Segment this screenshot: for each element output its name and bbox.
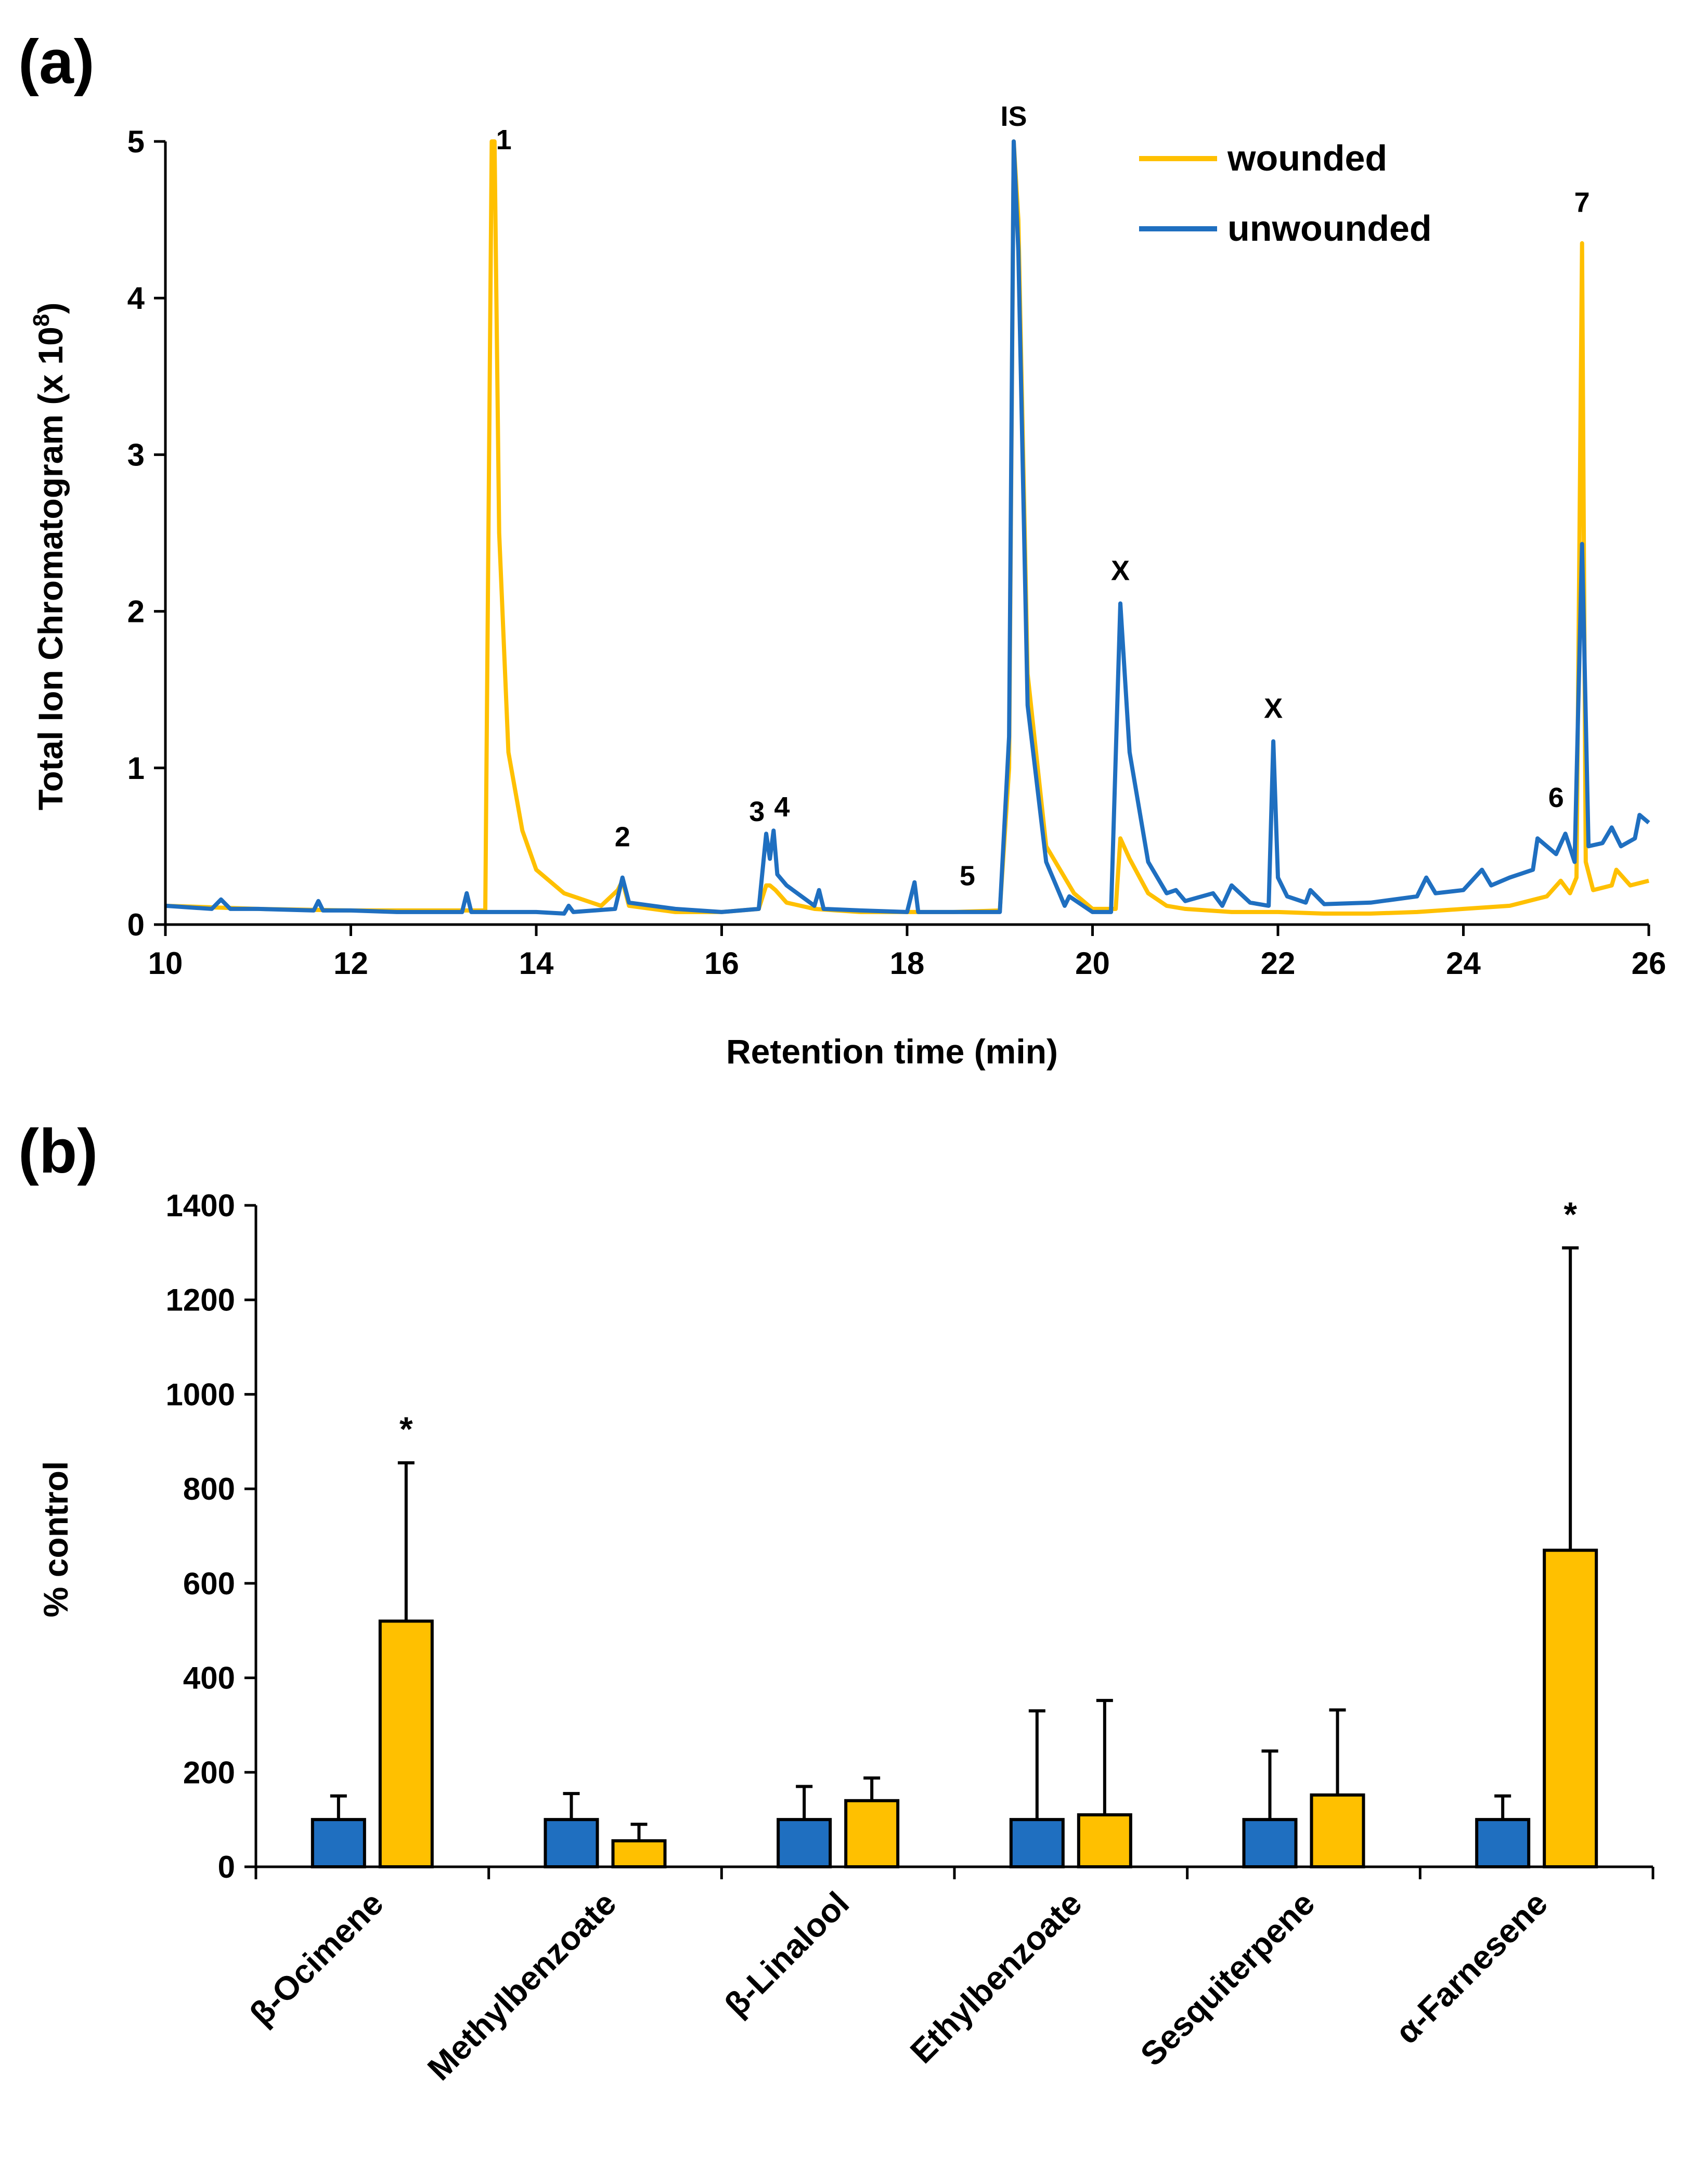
y-tick-label: 2 (127, 594, 145, 629)
bar-wounded (611, 1839, 667, 1868)
bar-unwounded (1242, 1818, 1298, 1868)
significance-marker: * (1563, 1195, 1577, 1233)
bar-y-tick-label: 1000 (166, 1377, 235, 1412)
peak-label: 5 (960, 861, 975, 892)
bar-unwounded (1475, 1818, 1531, 1868)
bar-y-axis-title: % control (36, 1461, 75, 1618)
bar-y-tick-label: 1200 (166, 1283, 235, 1318)
chromatogram-lines (165, 139, 1650, 916)
bar-y-tick-label: 200 (183, 1755, 235, 1790)
chromatogram-axes (154, 140, 1650, 936)
bar-tick-labels: 0 200 400 600 800 1000 1200 1400 (166, 1188, 235, 1884)
x-tick-label: 18 (890, 946, 925, 981)
y-tick-label: 4 (127, 281, 145, 316)
bar-wounded (1077, 1813, 1132, 1868)
peak-labels: 1 IS 2 3 4 5 X X 6 7 (496, 101, 1590, 892)
x-tick-label: 24 (1446, 946, 1481, 981)
bar-unwounded (544, 1818, 599, 1868)
bar-y-tick-label: 0 (218, 1850, 235, 1884)
peak-label: 3 (749, 796, 765, 827)
bar-series: ** (311, 1195, 1598, 1869)
x-tick-label: 22 (1261, 946, 1296, 981)
x-tick-label: 12 (333, 946, 368, 981)
bar-y-tick-label: 600 (183, 1566, 235, 1601)
bar-axes (244, 1204, 1655, 1879)
y-tick-label: 1 (127, 751, 145, 786)
peak-label: 7 (1574, 187, 1590, 218)
bar-wounded (378, 1619, 434, 1869)
peak-label: 4 (774, 791, 790, 823)
y-tick-label: 3 (127, 437, 145, 472)
bar-y-tick-label: 800 (183, 1472, 235, 1506)
bar-wounded (1543, 1549, 1598, 1868)
bar-unwounded (311, 1818, 366, 1868)
series-line-unwounded (165, 139, 1650, 916)
x-tick-label: 10 (148, 946, 183, 981)
legend-label-unwounded: unwounded (1227, 208, 1432, 249)
peak-label: 2 (615, 821, 630, 852)
significance-marker: * (399, 1410, 413, 1448)
bar-unwounded (777, 1818, 832, 1868)
y-tick-label: 5 (127, 124, 145, 159)
x-axis-title: Retention time (min) (726, 1032, 1058, 1071)
peak-label: X (1264, 693, 1283, 724)
bar-wounded (1310, 1793, 1365, 1869)
x-tick-label: 14 (519, 946, 554, 981)
bar-unwounded (1009, 1818, 1065, 1868)
y-axis-title-close: ) (31, 303, 70, 314)
x-tick-label: 20 (1075, 946, 1110, 981)
x-tick-label: 16 (704, 946, 739, 981)
panel-b-label: (b) (18, 1116, 98, 1186)
bar-y-tick-label: 400 (183, 1661, 235, 1696)
bar-wounded (844, 1799, 900, 1869)
y-axis-title-exponent: 8 (29, 314, 54, 327)
x-tick-label: 26 (1632, 946, 1666, 981)
peak-label: 6 (1548, 782, 1564, 813)
y-axis-title: Total Ion Chromatogram (x 108) (29, 303, 70, 811)
panel-a-label: (a) (18, 27, 95, 97)
peak-label: 1 (496, 124, 512, 155)
bar-y-tick-label: 1400 (166, 1188, 235, 1223)
peak-label: IS (1000, 101, 1027, 132)
y-tick-label: 0 (127, 907, 145, 942)
legend: wounded unwounded (1139, 138, 1432, 249)
legend-label-wounded: wounded (1227, 138, 1387, 178)
y-axis-title-text: Total Ion Chromatogram (x 10 (31, 327, 70, 810)
peak-label: X (1111, 555, 1130, 586)
